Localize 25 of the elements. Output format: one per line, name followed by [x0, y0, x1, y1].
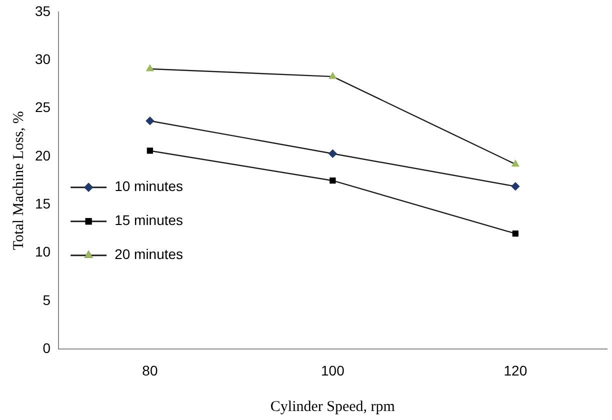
point — [329, 72, 336, 79]
y-tick-label: 10 — [34, 244, 51, 260]
point — [146, 64, 154, 72]
point — [328, 150, 337, 158]
legend-label: 20 minutes — [114, 246, 184, 262]
y-tick-label: 25 — [34, 99, 51, 116]
point — [512, 230, 519, 237]
y-tick-label: 0 — [42, 340, 51, 356]
y-tick-label: 15 — [34, 196, 51, 212]
y-tick-label: 20 — [34, 147, 51, 164]
x-tick-label: 120 — [504, 362, 528, 378]
y-tick-label: 5 — [42, 292, 51, 308]
x-tick-label: 80 — [142, 362, 158, 378]
point — [512, 160, 520, 167]
legend-label: 10 minutes — [114, 178, 184, 194]
legend-label: 15 minutes — [114, 212, 184, 228]
x-axis-title: Cylinder Speed, rpm — [270, 398, 396, 415]
point — [511, 182, 520, 190]
point — [330, 178, 336, 184]
y-axis-title: Total Machine Loss, % — [10, 111, 27, 250]
point — [146, 148, 154, 154]
y-tick-label: 35 — [34, 2, 51, 19]
point — [146, 116, 154, 125]
x-tick-label: 100 — [321, 362, 345, 378]
y-tick-label: 30 — [34, 51, 51, 68]
